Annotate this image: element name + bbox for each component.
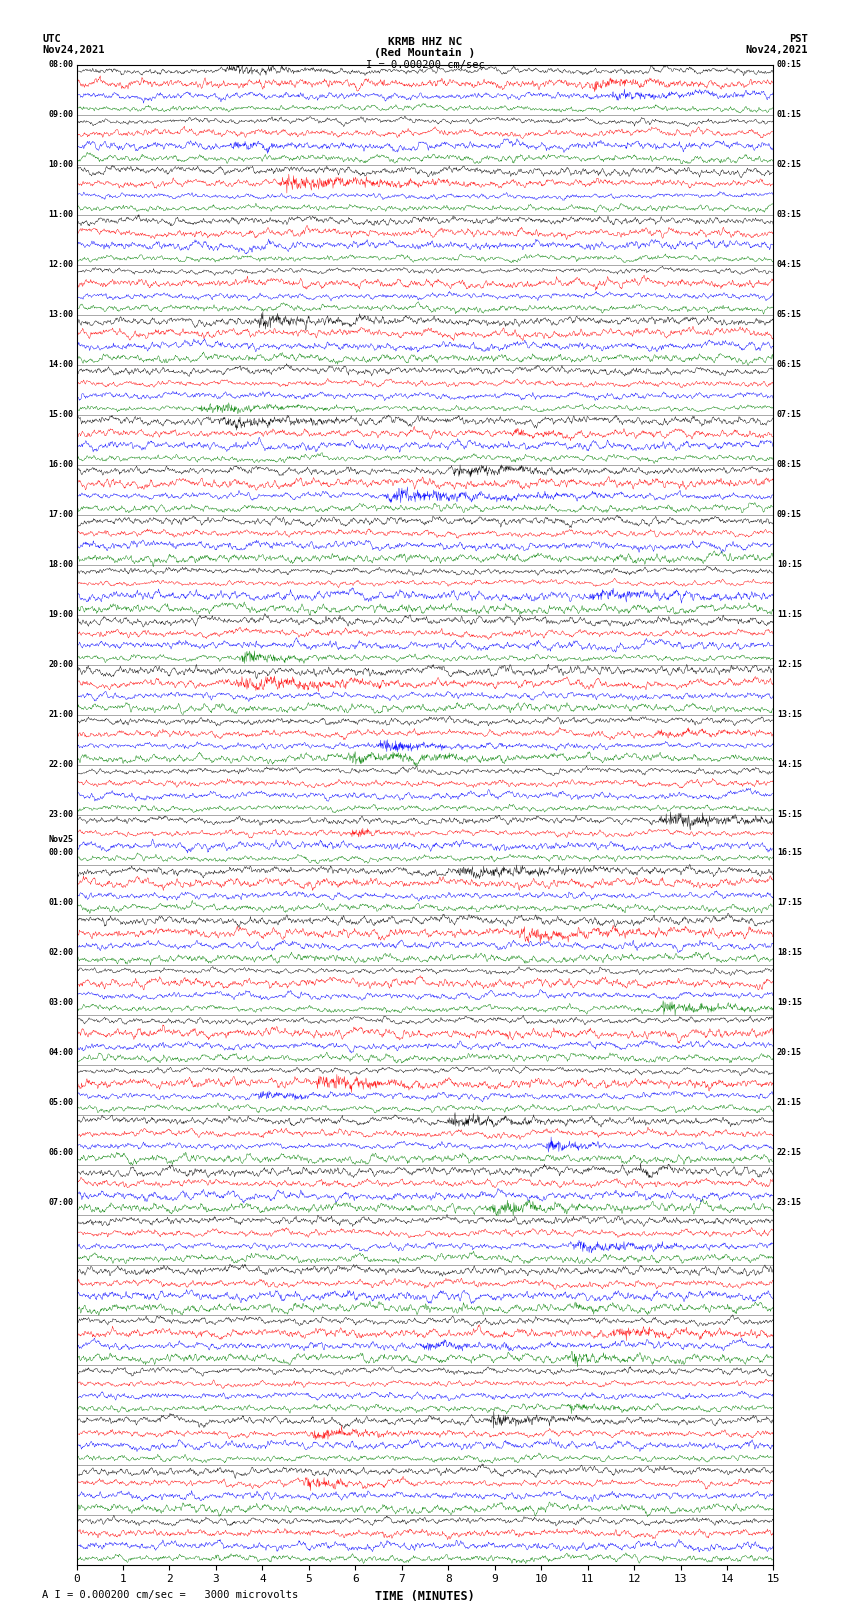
Text: 23:15: 23:15 [777,1197,802,1207]
Text: Nov24,2021: Nov24,2021 [42,45,105,55]
Text: 11:15: 11:15 [777,610,802,619]
Text: 05:00: 05:00 [48,1097,73,1107]
Text: 22:15: 22:15 [777,1147,802,1157]
Text: A I = 0.000200 cm/sec =   3000 microvolts: A I = 0.000200 cm/sec = 3000 microvolts [42,1590,298,1600]
Text: 00:00: 00:00 [48,847,73,857]
Text: 01:00: 01:00 [48,897,73,907]
Text: 00:15: 00:15 [777,60,802,69]
Text: 04:15: 04:15 [777,260,802,269]
Text: 09:15: 09:15 [777,510,802,519]
Text: 07:15: 07:15 [777,410,802,419]
Text: 15:15: 15:15 [777,810,802,819]
Text: 05:15: 05:15 [777,310,802,319]
Text: 13:15: 13:15 [777,710,802,719]
Text: 06:15: 06:15 [777,360,802,369]
Text: 03:15: 03:15 [777,210,802,219]
X-axis label: TIME (MINUTES): TIME (MINUTES) [375,1590,475,1603]
Text: 09:00: 09:00 [48,110,73,119]
Text: I = 0.000200 cm/sec: I = 0.000200 cm/sec [366,60,484,69]
Text: Nov24,2021: Nov24,2021 [745,45,808,55]
Text: 19:00: 19:00 [48,610,73,619]
Text: 14:15: 14:15 [777,760,802,769]
Text: 04:00: 04:00 [48,1047,73,1057]
Text: Nov25: Nov25 [48,836,73,844]
Text: 12:00: 12:00 [48,260,73,269]
Text: 21:15: 21:15 [777,1097,802,1107]
Text: PST: PST [789,34,808,44]
Text: 11:00: 11:00 [48,210,73,219]
Text: UTC: UTC [42,34,61,44]
Text: (Red Mountain ): (Red Mountain ) [374,48,476,58]
Text: 07:00: 07:00 [48,1197,73,1207]
Text: 18:00: 18:00 [48,560,73,569]
Text: 15:00: 15:00 [48,410,73,419]
Text: 16:15: 16:15 [777,847,802,857]
Text: 17:15: 17:15 [777,897,802,907]
Text: 02:15: 02:15 [777,160,802,169]
Text: 12:15: 12:15 [777,660,802,669]
Text: 06:00: 06:00 [48,1147,73,1157]
Text: 19:15: 19:15 [777,997,802,1007]
Text: 18:15: 18:15 [777,947,802,957]
Text: 03:00: 03:00 [48,997,73,1007]
Text: 08:15: 08:15 [777,460,802,469]
Text: 01:15: 01:15 [777,110,802,119]
Text: 17:00: 17:00 [48,510,73,519]
Text: 16:00: 16:00 [48,460,73,469]
Text: 21:00: 21:00 [48,710,73,719]
Text: 02:00: 02:00 [48,947,73,957]
Text: 13:00: 13:00 [48,310,73,319]
Text: KRMB HHZ NC: KRMB HHZ NC [388,37,462,47]
Text: 14:00: 14:00 [48,360,73,369]
Text: 22:00: 22:00 [48,760,73,769]
Text: 10:00: 10:00 [48,160,73,169]
Text: 20:15: 20:15 [777,1047,802,1057]
Text: 23:00: 23:00 [48,810,73,819]
Text: 20:00: 20:00 [48,660,73,669]
Text: 10:15: 10:15 [777,560,802,569]
Text: 08:00: 08:00 [48,60,73,69]
